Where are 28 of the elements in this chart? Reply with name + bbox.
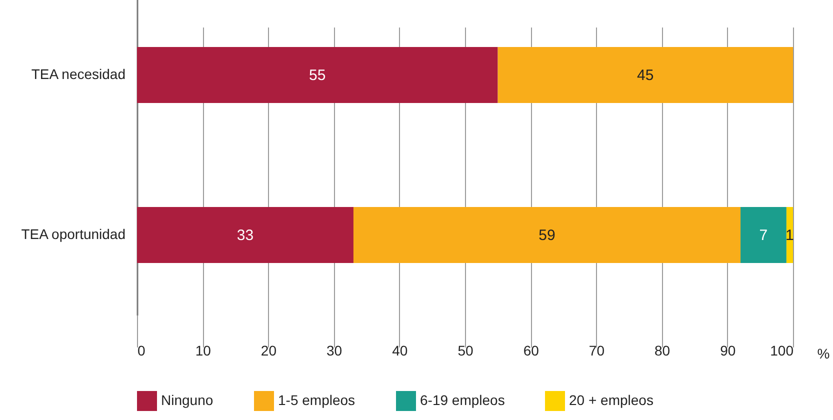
x-tick-label: 0: [138, 342, 146, 358]
legend-label: 1-5 empleos: [278, 392, 356, 408]
x-tick-label: 30: [326, 342, 342, 358]
y-tick-label: TEA necesidad: [31, 66, 126, 82]
x-tick-label: 100: [770, 342, 794, 358]
x-tick-label: 60: [523, 342, 540, 358]
legend-label: 20 + empleos: [569, 392, 654, 408]
x-tick-label: 10: [195, 342, 212, 358]
legend-label: 6-19 empleos: [420, 392, 505, 408]
x-tick-label: 50: [458, 342, 474, 358]
x-tick-label: 90: [720, 342, 736, 358]
data-label: 55: [309, 67, 326, 84]
bar: [353, 207, 741, 263]
x-tick-label: 70: [588, 342, 605, 358]
x-tick-label: 40: [392, 342, 408, 358]
legend-label: Ninguno: [161, 392, 214, 408]
bar: [137, 47, 498, 103]
x-tick-label: 20: [260, 342, 277, 358]
x-axis-title: %: [817, 346, 830, 362]
y-tick-label: TEA oportunidad: [21, 226, 126, 242]
data-label: 59: [538, 227, 556, 244]
bar: [740, 207, 786, 263]
data-label: 33: [236, 227, 254, 244]
x-tick-label: 80: [654, 342, 670, 358]
bar: [137, 207, 354, 263]
data-label: 45: [637, 67, 654, 84]
bar: [498, 47, 793, 103]
data-label: 7: [759, 227, 768, 244]
